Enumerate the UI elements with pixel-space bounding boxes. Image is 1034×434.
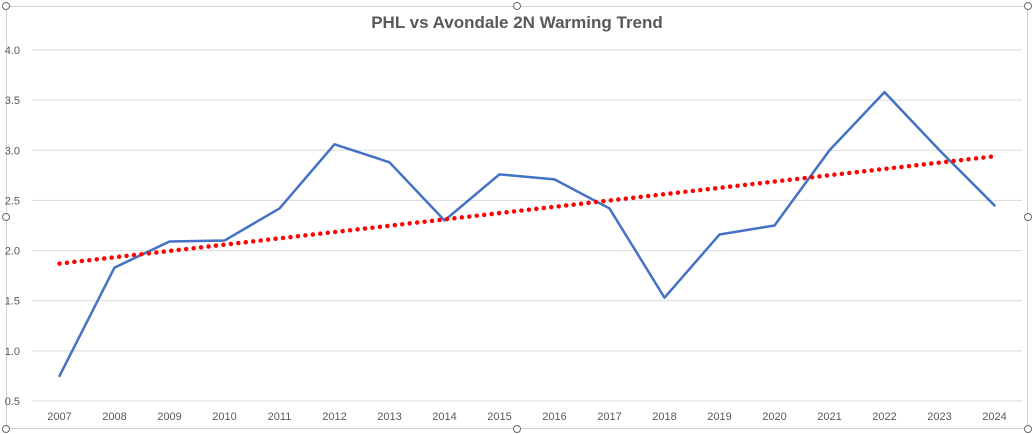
data-point[interactable]: [277, 205, 283, 211]
y-tick-label: 4.0: [5, 45, 20, 57]
y-tick-label: 2.0: [5, 246, 20, 258]
resize-handle-bottom-left[interactable]: [2, 425, 10, 433]
x-tick-label: 2015: [487, 411, 511, 423]
x-tick-label: 2007: [47, 411, 71, 423]
data-point[interactable]: [497, 171, 503, 177]
resize-handle-top-right[interactable]: [1024, 2, 1032, 10]
data-point[interactable]: [827, 147, 833, 153]
data-point[interactable]: [552, 176, 558, 182]
series-line[interactable]: [58, 90, 996, 378]
x-tick-label: 2011: [268, 411, 292, 423]
y-tick-label: 1.0: [5, 346, 20, 358]
x-tick-label: 2009: [157, 411, 181, 423]
data-point[interactable]: [882, 89, 888, 95]
x-tick-label: 2017: [597, 411, 621, 423]
x-tick-label: 2018: [652, 411, 676, 423]
x-tick-label: 2014: [432, 411, 456, 423]
x-tick-label: 2013: [377, 411, 401, 423]
resize-handle-top-left[interactable]: [2, 2, 10, 10]
x-tick-label: 2020: [762, 411, 786, 423]
resize-handle-middle-left[interactable]: [2, 213, 10, 221]
x-tick-label: 2016: [542, 411, 566, 423]
data-point[interactable]: [57, 373, 63, 379]
trendline[interactable]: [57, 154, 997, 266]
resize-handle-middle-right[interactable]: [1024, 213, 1032, 221]
data-point[interactable]: [607, 205, 613, 211]
data-point[interactable]: [992, 202, 998, 208]
x-tick-label: 2022: [872, 411, 896, 423]
data-point[interactable]: [167, 239, 173, 245]
x-tick-label: 2010: [212, 411, 236, 423]
data-point[interactable]: [222, 238, 228, 244]
data-point[interactable]: [937, 147, 943, 153]
x-axis-tick-labels: 2007 2008 2009 2010 2011 2012 2013 2014 2015 2016…: [47, 411, 1006, 423]
x-tick-label: 2008: [102, 411, 126, 423]
y-tick-label: 3.5: [5, 95, 20, 107]
data-point[interactable]: [662, 295, 668, 301]
x-tick-label: 2012: [322, 411, 346, 423]
y-tick-label: 2.5: [5, 195, 20, 207]
x-tick-label: 2019: [707, 411, 731, 423]
x-tick-label: 2023: [927, 411, 951, 423]
data-point[interactable]: [332, 141, 338, 147]
resize-handle-bottom-right[interactable]: [1024, 425, 1032, 433]
trendline-layer: [57, 154, 997, 266]
data-point[interactable]: [717, 232, 723, 238]
resize-handle-bottom-middle[interactable]: [513, 425, 521, 433]
x-tick-label: 2024: [982, 411, 1006, 423]
series-layer: [57, 89, 998, 379]
y-tick-label: 0.5: [5, 396, 20, 408]
data-point[interactable]: [772, 223, 778, 229]
y-tick-label: 1.5: [5, 296, 20, 308]
data-point[interactable]: [387, 159, 393, 165]
gridlines: [32, 49, 1022, 402]
data-point[interactable]: [112, 265, 118, 271]
x-tick-label: 2021: [817, 411, 841, 423]
resize-handle-top-middle[interactable]: [513, 2, 521, 10]
chart-title: PHL vs Avondale 2N Warming Trend: [371, 13, 663, 32]
y-axis-tick-labels: 0.5 1.0 1.5 2.0 2.5 3.0 3.5 4.0: [5, 45, 20, 408]
y-tick-label: 3.0: [5, 145, 20, 157]
